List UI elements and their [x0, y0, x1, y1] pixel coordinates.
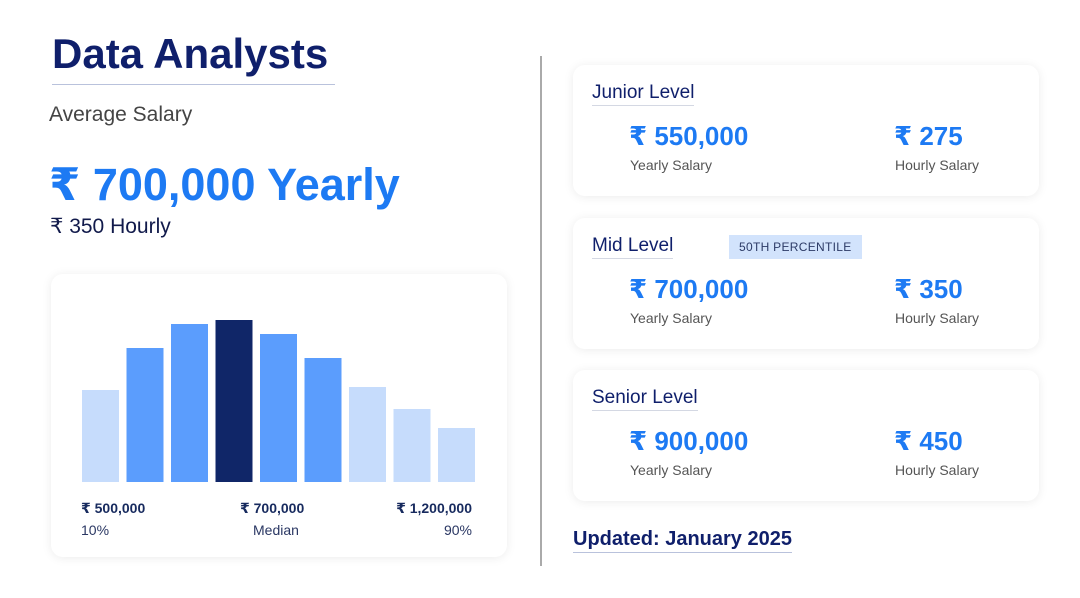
label-p90: 90%: [443, 522, 472, 538]
yearly-salary-label: Yearly Salary: [630, 310, 712, 326]
average-salary-label: Average Salary: [49, 103, 193, 126]
bar-3: [171, 324, 208, 482]
label-p10: 10%: [81, 522, 110, 538]
bar-2: [126, 348, 164, 482]
divider: [540, 56, 542, 566]
card-title: Junior Level: [592, 82, 695, 106]
bar-6: [304, 358, 342, 482]
updated-date: Updated: January 2025: [573, 528, 792, 553]
hourly-salary: ₹ 450: [894, 426, 963, 456]
bar-4: [215, 320, 253, 482]
bar-8: [393, 409, 431, 482]
bar-9: [438, 428, 475, 482]
mid-level-card: Mid Level 50TH PERCENTILE ₹ 700,000 Year…: [573, 218, 1039, 349]
label-median-value: ₹ 700,000: [240, 500, 305, 516]
hourly-salary-label: Hourly Salary: [895, 157, 980, 173]
junior-level-card: Junior Level ₹ 550,000 Yearly Salary ₹ 2…: [573, 65, 1039, 196]
yearly-salary: ₹ 900,000: [629, 426, 749, 456]
senior-level-card: Senior Level ₹ 900,000 Yearly Salary ₹ 4…: [573, 370, 1039, 501]
label-median: Median: [253, 522, 299, 538]
hourly-salary-label: Hourly Salary: [895, 462, 980, 478]
card-title: Mid Level: [592, 235, 674, 259]
hourly-salary: ₹ 275: [894, 121, 963, 151]
hourly-salary-label: Hourly Salary: [895, 310, 980, 326]
bar-1: [82, 390, 119, 482]
salary-distribution-chart: ₹ 500,000 10% ₹ 700,000 Median ₹ 1,200,0…: [51, 274, 507, 557]
bar-5: [260, 334, 297, 482]
yearly-salary: ₹ 700,000: [629, 274, 749, 304]
average-hourly-salary: ₹ 350 Hourly: [50, 215, 171, 238]
chart-svg: [82, 320, 475, 482]
yearly-salary: ₹ 550,000: [629, 121, 749, 151]
card-title: Senior Level: [592, 387, 698, 411]
percentile-badge: 50TH PERCENTILE: [729, 235, 862, 259]
page-title: Data Analysts: [52, 30, 335, 85]
yearly-salary-label: Yearly Salary: [630, 157, 712, 173]
average-yearly-salary: ₹ 700,000 Yearly: [49, 159, 400, 210]
label-p10-value: ₹ 500,000: [81, 500, 146, 516]
bar-7: [349, 387, 386, 482]
label-p90-value: ₹ 1,200,000: [396, 500, 472, 516]
hourly-salary: ₹ 350: [894, 274, 963, 304]
yearly-salary-label: Yearly Salary: [630, 462, 712, 478]
